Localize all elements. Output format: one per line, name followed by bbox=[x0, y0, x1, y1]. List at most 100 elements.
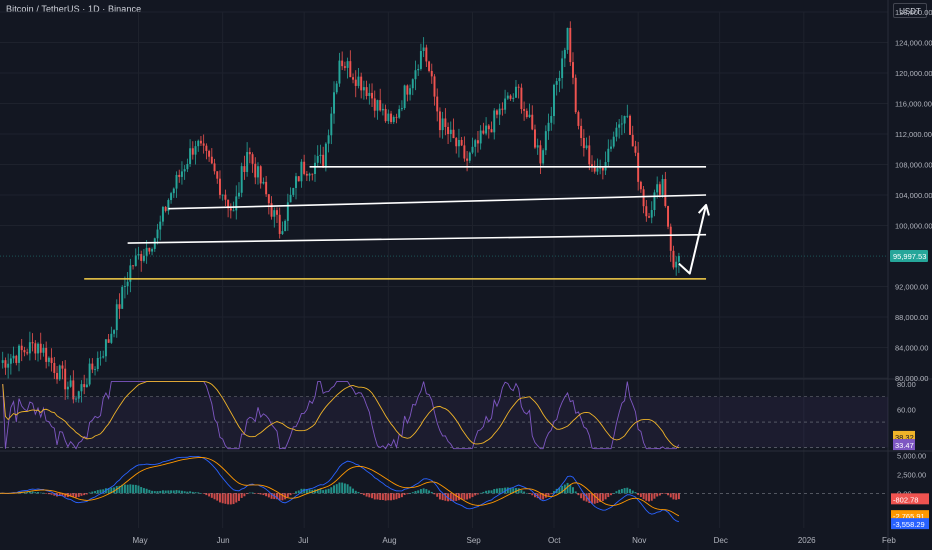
candle-body bbox=[286, 202, 289, 221]
candle-body bbox=[667, 206, 670, 227]
macd-histogram-bar bbox=[577, 493, 580, 496]
currency-selector[interactable]: USDT bbox=[893, 3, 927, 18]
macd-histogram-bar bbox=[197, 492, 200, 494]
candle-body bbox=[531, 114, 534, 130]
candle-body bbox=[194, 146, 197, 155]
candle-body bbox=[77, 391, 80, 399]
candle-body bbox=[237, 192, 240, 197]
time-tick-label: Nov bbox=[632, 536, 646, 545]
macd-histogram-bar bbox=[354, 490, 357, 494]
macd-histogram-bar bbox=[422, 488, 425, 494]
candle-body bbox=[558, 78, 561, 82]
macd-histogram-value: -802.78 bbox=[893, 495, 918, 504]
time-tick-label: Jul bbox=[298, 536, 308, 545]
candle-body bbox=[246, 152, 249, 172]
candle-body bbox=[463, 145, 466, 159]
macd-value: -2,765.91 bbox=[893, 512, 925, 521]
macd-histogram-bar bbox=[224, 493, 227, 504]
candle-body bbox=[34, 343, 37, 354]
candle-body bbox=[417, 68, 420, 71]
macd-histogram-bar bbox=[379, 493, 382, 500]
candle-body bbox=[134, 255, 137, 266]
candle-body bbox=[53, 363, 56, 373]
rsi-ma-tag bbox=[893, 430, 915, 442]
candle-body bbox=[61, 365, 64, 369]
candle-body bbox=[430, 70, 433, 77]
macd-histogram-bar bbox=[661, 493, 664, 494]
candle-body bbox=[311, 173, 314, 175]
macd-histogram-bar bbox=[362, 493, 365, 496]
projection-arrow[interactable] bbox=[678, 204, 708, 275]
macd-histogram-bar bbox=[42, 492, 45, 494]
support-98k-line[interactable] bbox=[127, 233, 707, 244]
candle-body bbox=[395, 116, 398, 118]
macd-histogram-bar bbox=[39, 492, 42, 494]
macd-histogram-bar bbox=[61, 493, 64, 496]
candle-body bbox=[419, 50, 422, 69]
macd-histogram-bar bbox=[267, 493, 270, 498]
candle-body bbox=[371, 92, 374, 99]
candle-body bbox=[593, 167, 596, 172]
macd-histogram-bar bbox=[113, 487, 116, 494]
macd-histogram-bar bbox=[319, 489, 322, 494]
candle-body bbox=[517, 86, 520, 88]
macd-histogram-bar bbox=[31, 491, 34, 494]
candle-body bbox=[208, 150, 211, 157]
candle-body bbox=[314, 162, 316, 174]
candle-body bbox=[335, 83, 338, 93]
candle-body bbox=[262, 181, 265, 184]
macd-histogram-bar bbox=[618, 489, 621, 494]
candle-body bbox=[528, 114, 531, 118]
candle-body bbox=[563, 49, 566, 59]
candle-body bbox=[243, 166, 246, 172]
macd-histogram-bar bbox=[441, 493, 444, 501]
candle-body bbox=[210, 156, 213, 164]
rsi-line bbox=[2, 381, 680, 450]
macd-histogram-bar bbox=[474, 493, 477, 496]
macd-histogram-bar bbox=[28, 491, 31, 494]
macd-histogram-bar bbox=[430, 491, 433, 494]
candle-body bbox=[113, 330, 116, 334]
candle-body bbox=[189, 148, 192, 165]
candle-body bbox=[319, 154, 322, 157]
candle-body bbox=[327, 135, 330, 144]
macd-histogram-bar bbox=[316, 489, 319, 494]
support-104k-line[interactable] bbox=[168, 194, 707, 210]
rsi-pane bbox=[0, 381, 888, 450]
candle-body bbox=[118, 304, 121, 309]
macd-histogram-bar bbox=[509, 487, 512, 494]
candle-body bbox=[216, 171, 219, 179]
candle-body bbox=[178, 174, 181, 177]
candle-body bbox=[425, 47, 428, 62]
macd-histogram-bar bbox=[664, 493, 667, 494]
macd-histogram-bar bbox=[189, 491, 192, 494]
macd-histogram-bar bbox=[398, 493, 401, 499]
candle-body bbox=[110, 333, 113, 343]
macd-histogram-bar bbox=[259, 493, 262, 495]
macd-histogram-bar bbox=[292, 493, 295, 494]
macd-histogram-bar bbox=[75, 493, 78, 498]
macd-histogram-bar bbox=[414, 491, 417, 494]
macd-histogram-bar bbox=[468, 493, 471, 499]
macd-histogram-bar bbox=[669, 493, 672, 498]
macd-histogram-bar bbox=[118, 485, 121, 494]
candle-body bbox=[422, 47, 425, 51]
candle-body bbox=[156, 229, 159, 239]
price-candles bbox=[1, 21, 680, 404]
macd-histogram-bar bbox=[34, 492, 37, 494]
candle-body bbox=[653, 192, 656, 211]
candle-body bbox=[582, 138, 585, 149]
macd-histogram-bar bbox=[232, 493, 235, 505]
macd-histogram-bar bbox=[140, 486, 143, 494]
macd-histogram-bar bbox=[403, 493, 406, 495]
macd-histogram-bar bbox=[498, 488, 501, 494]
candle-body bbox=[512, 97, 515, 99]
macd-histogram-bar bbox=[514, 488, 517, 494]
candle-body bbox=[525, 110, 528, 118]
candle-body bbox=[197, 140, 200, 147]
macd-histogram-bar bbox=[251, 492, 254, 494]
macd-histogram-bar bbox=[352, 488, 355, 494]
candle-body bbox=[221, 194, 224, 196]
candle-body bbox=[129, 265, 132, 282]
